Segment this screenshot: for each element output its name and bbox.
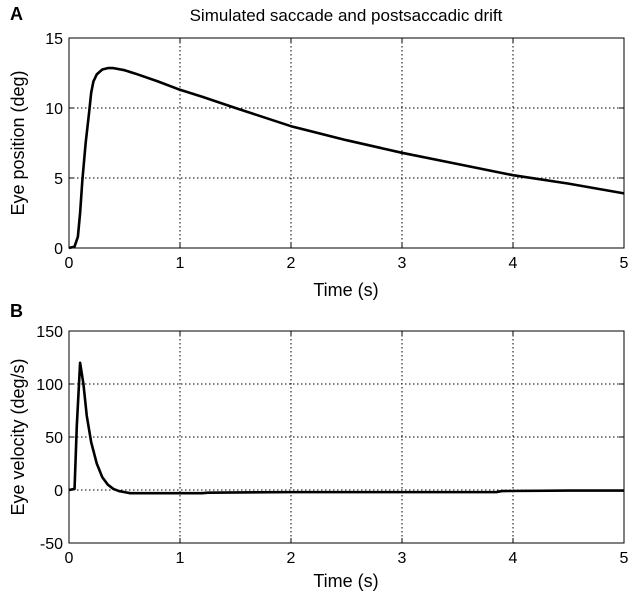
panel-a-title: Simulated saccade and postsaccadic drift	[190, 6, 503, 25]
panel-a-y-axis-label: Eye position (deg)	[8, 70, 28, 215]
panel-a-axes-frame	[68, 37, 625, 249]
panel-b-x-tick-label-3: 3	[398, 550, 407, 567]
panel-b-x-ticks: 0 1 2 3 4 5	[65, 331, 629, 567]
panel-b-y-axis-label: Eye velocity (deg/s)	[8, 358, 28, 515]
panel-a-grid	[69, 38, 624, 248]
panel-a-x-tick-label-2: 2	[287, 255, 296, 272]
panel-b-x-tick-label-4: 4	[509, 550, 518, 567]
panel-b-velocity-line	[68, 361, 624, 495]
panel-b-y-tick-label-100: 100	[36, 377, 63, 394]
panel-b-y-tick-label-0: 0	[54, 483, 63, 500]
panel-b-x-axis-label: Time (s)	[313, 571, 378, 591]
panel-b-y-tick-label-150: 150	[36, 324, 63, 341]
panel-a-y-tick-label-15: 15	[45, 31, 63, 48]
panel-a-y-tick-label-0: 0	[54, 241, 63, 258]
panel-b-y-ticks: -50 0 50 100 150	[36, 324, 624, 553]
panel-a-plot-area	[69, 38, 624, 248]
panel-a-x-tick-label-1: 1	[176, 255, 185, 272]
panel-a-label: A	[10, 4, 23, 24]
panel-a: A Simulated saccade and postsaccadic dri…	[8, 4, 629, 300]
panel-b-label: B	[10, 301, 23, 321]
panel-a-y-tick-label-10: 10	[45, 101, 63, 118]
panel-a-y-ticks: 0 5 10 15	[45, 31, 624, 258]
panel-b-x-tick-label-0: 0	[65, 550, 74, 567]
panel-a-x-axis-label: Time (s)	[313, 280, 378, 300]
panel-b-x-tick-label-2: 2	[287, 550, 296, 567]
panel-a-position-line	[68, 66, 625, 250]
panel-a-x-tick-label-4: 4	[509, 255, 518, 272]
panel-b-x-tick-label-5: 5	[620, 550, 629, 567]
panel-a-x-tick-label-0: 0	[65, 255, 74, 272]
panel-a-x-tick-label-5: 5	[620, 255, 629, 272]
panel-b-y-tick-label--50: -50	[40, 536, 63, 553]
panel-b-x-tick-label-1: 1	[176, 550, 185, 567]
panel-a-x-ticks: 0 1 2 3 4 5	[65, 38, 629, 272]
panel-b-y-tick-label-50: 50	[45, 430, 63, 447]
panel-a-x-tick-label-3: 3	[398, 255, 407, 272]
panel-a-y-tick-label-5: 5	[54, 171, 63, 188]
panel-b-grid	[69, 331, 624, 543]
